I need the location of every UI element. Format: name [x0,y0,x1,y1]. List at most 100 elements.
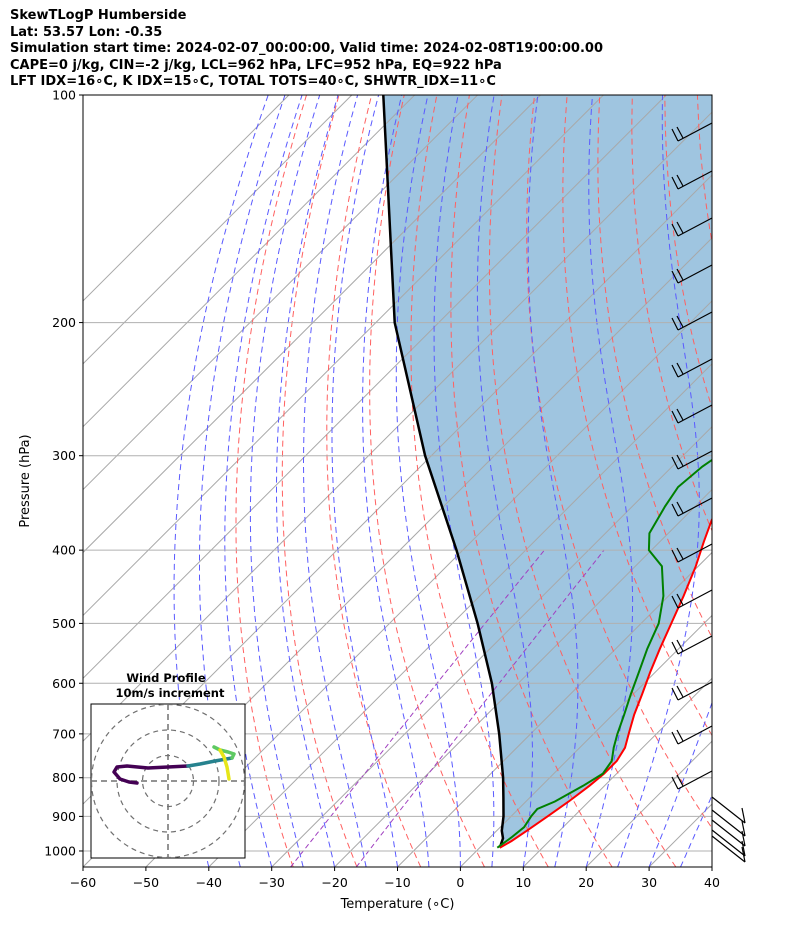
plot-area [83,95,794,867]
dry-adiabat-line [369,95,485,867]
moist-adiabat-line [711,865,712,867]
dry-adiabat-line [526,95,712,829]
x-tick-label: 20 [578,875,594,890]
x-tick-label: 40 [704,875,720,890]
dry-adiabat-line [326,95,422,867]
y-tick-label: 900 [52,809,76,824]
parcel-profile-line [382,95,505,849]
moist-adiabat-line [744,95,794,867]
wind-barb [671,170,713,190]
hodograph-segment [218,748,231,781]
isotherm-line [334,488,712,867]
x-axis-label: Temperature (∘C) [340,897,455,912]
y-tick-label: 800 [52,770,76,785]
dry-adiabat-line [730,95,794,867]
wind-barb [671,311,713,331]
isotherm-line [83,95,604,617]
isotherm-line [460,614,712,867]
dry-adiabat-line [235,95,307,867]
title-line-indices-1: CAPE=0 j/kg, CIN=-2 j/kg, LCL=962 hPa, L… [10,57,502,73]
x-tick-label: −20 [321,875,347,890]
isotherm-line [83,95,353,365]
wind-barb [671,725,713,745]
wind-barb [711,809,746,837]
isotherm-line [83,95,541,554]
wind-barb [711,796,746,824]
dry-adiabat-line [597,95,712,639]
moist-adiabat-line [395,95,461,867]
moist-adiabat-line [476,95,533,867]
x-tick-label: 30 [641,875,657,890]
dry-adiabat-line [631,95,712,532]
wind-barb [671,450,713,470]
inset-subtitle: 10m/s increment [116,686,225,700]
isotherm-line [83,95,416,428]
moist-adiabat-line [585,95,634,867]
y-tick-label: 500 [52,616,76,631]
y-tick-label: 1000 [44,843,76,858]
moist-adiabat-line [362,95,430,867]
x-tick-label: −50 [133,875,159,890]
inset-title: Wind Profile [126,671,206,685]
moist-adiabat-line [276,95,339,867]
title-line-times: Simulation start time: 2024-02-07_00:00:… [10,41,603,56]
dry-adiabat-line [488,95,677,867]
wind-barb [671,217,713,237]
y-axis: 1000 900 800 700 600 500 400 300 200 100 [44,88,83,858]
wind-barb [711,829,746,857]
y-tick-label: 200 [52,315,76,330]
isotherm-line [522,677,712,867]
wind-barb [671,358,713,378]
isotherm-line [397,551,712,867]
wind-profile-inset: Wind Profile 10m/s increment [90,671,246,859]
y-tick-label: 300 [52,448,76,463]
x-tick-label: −30 [259,875,285,890]
x-axis: −60 −50 −40 −30 −20 −10 0 10 20 30 40 [70,867,720,890]
y-tick-label: 400 [52,543,76,558]
y-axis-label: Pressure (hPa) [18,434,33,527]
hodograph-segment [112,764,190,785]
wind-barb [671,681,713,701]
dry-adiabat-line [562,95,712,737]
dry-adiabat-line [410,95,549,867]
wind-barb [671,543,713,563]
x-tick-label: −60 [70,875,96,890]
y-tick-label: 100 [52,88,76,103]
moist-adiabat-line [249,95,321,867]
moist-adiabat-line [224,95,303,867]
title-line-location: Lat: 53.57 Lon: -0.35 [10,24,163,40]
x-tick-label: 0 [456,875,464,890]
x-tick-label: −40 [196,875,222,890]
isotherm-line [711,866,712,867]
moist-adiabat-line [331,95,398,867]
dry-adiabat-line [763,95,794,867]
isotherm-line [83,95,478,491]
isotherm-line [83,95,290,302]
dewpoint-line [496,458,712,849]
isotherm-line [83,95,667,680]
isotherm-line [775,95,794,867]
wind-barb [671,635,713,655]
title-line-indices-2: LFT IDX=16∘C, K IDX=15∘C, TOTAL TOTS=40∘… [10,74,496,89]
isotherm-line [271,425,712,867]
title-line-station: SkewTLogP Humberside [10,8,187,23]
dry-adiabat-line [281,95,358,867]
moist-adiabat-line [617,95,700,867]
wind-barb [671,122,713,142]
inset-ring [116,729,220,833]
moist-adiabat-line [303,95,367,867]
wind-barb [671,497,713,517]
wind-barb [671,589,713,609]
y-tick-label: 600 [52,676,76,691]
wind-barbs [671,122,746,863]
y-tick-label: 700 [52,726,76,741]
mixing-ratio-line [355,549,605,867]
wind-barb [671,770,713,790]
x-tick-label: −10 [384,875,410,890]
wind-barb [671,404,713,424]
wind-barb [671,264,713,284]
x-tick-label: 10 [515,875,531,890]
hodograph-segment [212,745,236,760]
wind-barb [711,819,746,847]
